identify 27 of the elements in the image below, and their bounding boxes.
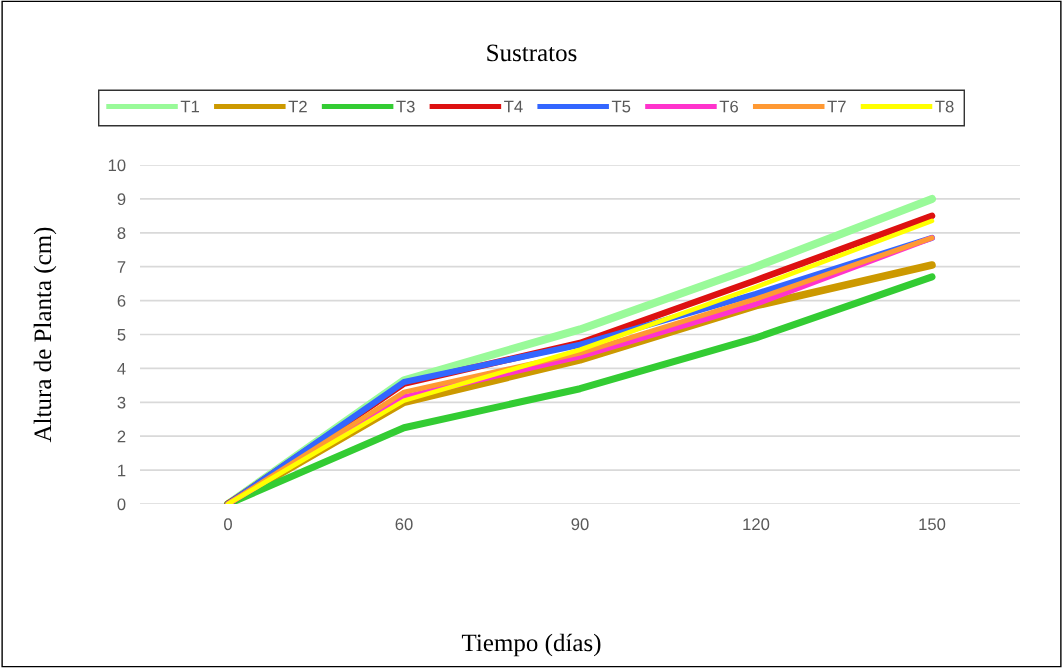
y-tick-label: 6: [117, 295, 126, 307]
y-tick-label: 3: [117, 396, 126, 409]
chart-title: Sustratos: [487, 44, 577, 62]
legend-label: T3: [396, 100, 415, 113]
y-tick-label: 10: [108, 159, 126, 172]
y-tick-label: 1: [118, 464, 126, 477]
legend-label: T4: [504, 100, 523, 113]
x-tick-label: 0: [224, 518, 232, 531]
legend-label: T2: [288, 100, 307, 113]
x-tick-label: 150: [919, 518, 946, 531]
y-tick-label: 2: [117, 430, 126, 443]
x-tick-label: 60: [395, 518, 413, 531]
legend-label: T7: [827, 100, 846, 113]
y-axis-title: Altura de Planta (cm): [33, 227, 57, 443]
legend-label: T5: [611, 100, 631, 113]
x-axis-title: Tiempo (días): [461, 633, 601, 657]
legend-label: T1: [180, 100, 200, 113]
x-tick-label: 120: [743, 518, 770, 531]
legend-label: T6: [719, 100, 738, 113]
x-tick-label: 90: [571, 518, 589, 531]
y-tick-label: 8: [117, 227, 126, 239]
y-tick-label: 0: [117, 498, 126, 511]
y-tick-label: 4: [117, 362, 126, 375]
legend-label: T8: [935, 100, 954, 113]
y-tick-label: 7: [117, 261, 126, 273]
y-tick-label: 9: [117, 193, 126, 206]
y-tick-label: 5: [117, 329, 126, 341]
